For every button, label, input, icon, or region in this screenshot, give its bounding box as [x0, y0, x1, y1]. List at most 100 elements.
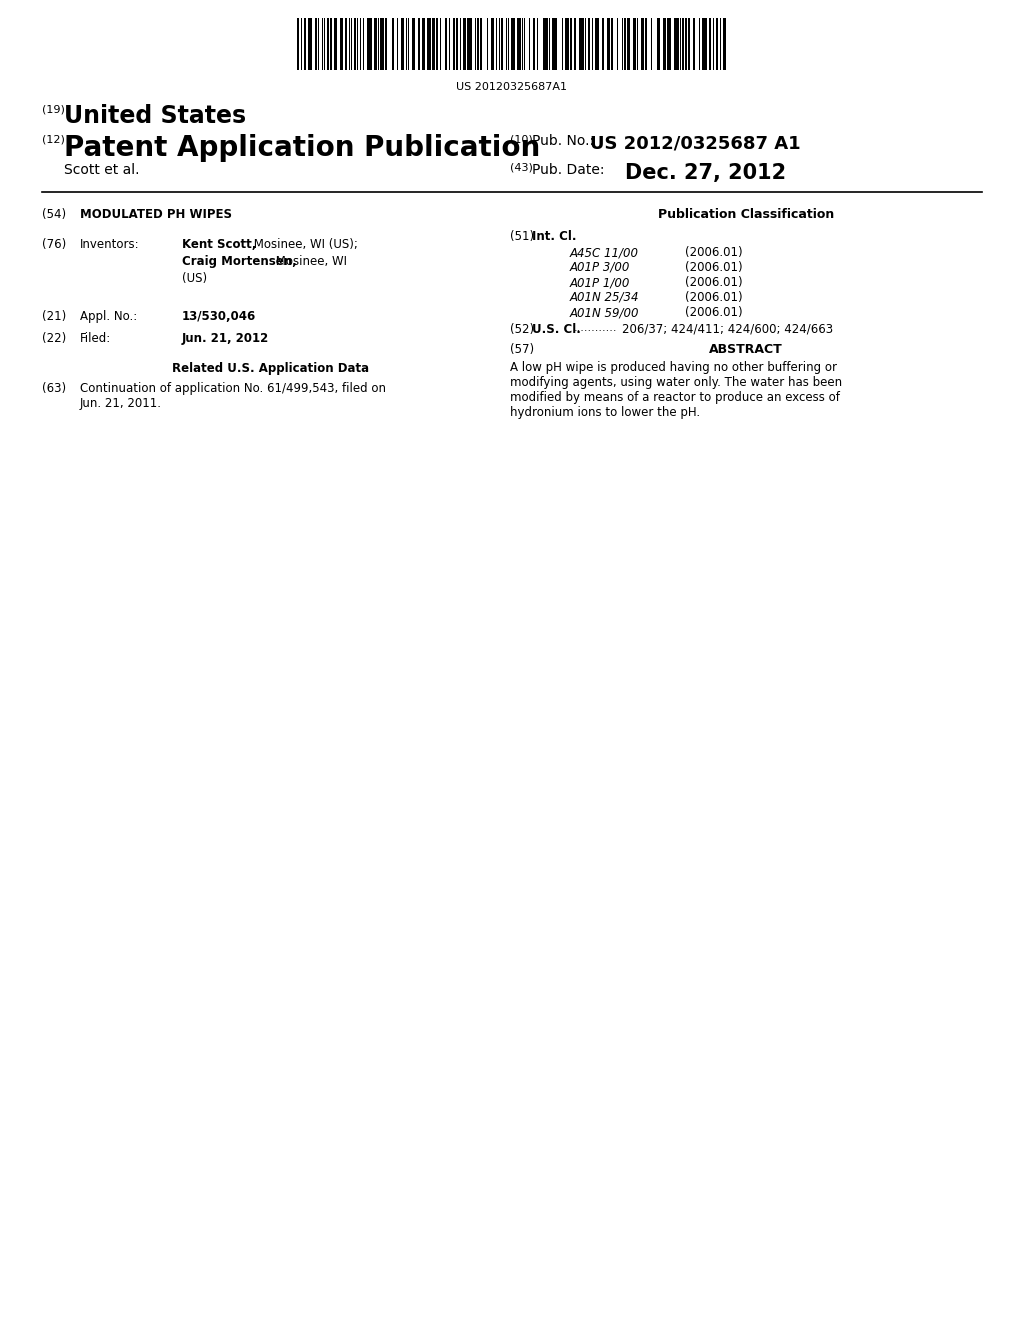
Text: A01P 3/00: A01P 3/00	[570, 261, 631, 275]
Bar	[565, 18, 568, 70]
Text: A45C 11/00: A45C 11/00	[570, 246, 639, 259]
Text: Filed:: Filed:	[80, 333, 112, 345]
Bar	[460, 18, 461, 70]
Text: Craig Mortensen,: Craig Mortensen,	[182, 255, 297, 268]
Bar	[300, 18, 302, 70]
Text: (2006.01): (2006.01)	[685, 276, 742, 289]
Bar	[475, 18, 476, 70]
Bar	[453, 18, 456, 70]
Bar	[396, 18, 397, 70]
Text: (63): (63)	[42, 381, 67, 395]
Bar	[680, 18, 681, 70]
Text: (21): (21)	[42, 310, 67, 323]
Bar	[645, 18, 647, 70]
Bar	[432, 18, 435, 70]
Bar	[651, 18, 652, 70]
Bar	[480, 18, 482, 70]
Bar	[508, 18, 509, 70]
Bar	[573, 18, 575, 70]
Text: Jun. 21, 2011.: Jun. 21, 2011.	[80, 397, 162, 411]
Text: (57): (57)	[510, 343, 535, 356]
Bar	[324, 18, 325, 70]
Bar	[682, 18, 684, 70]
Bar	[586, 18, 587, 70]
Text: U.S. Cl.: U.S. Cl.	[532, 323, 581, 337]
Text: Scott et al.: Scott et al.	[63, 162, 139, 177]
Bar	[422, 18, 425, 70]
Bar	[450, 18, 451, 70]
Bar	[444, 18, 446, 70]
Text: (2006.01): (2006.01)	[685, 306, 742, 319]
Bar	[611, 18, 613, 70]
Bar	[688, 18, 689, 70]
Bar	[497, 18, 498, 70]
Bar	[637, 18, 638, 70]
Bar	[628, 18, 630, 70]
Bar	[409, 18, 410, 70]
Bar	[351, 18, 352, 70]
Bar	[356, 18, 358, 70]
Bar	[717, 18, 718, 70]
Bar	[427, 18, 430, 70]
Text: (51): (51)	[510, 230, 535, 243]
Text: Inventors:: Inventors:	[80, 238, 139, 251]
Bar	[570, 18, 572, 70]
Text: Mosinee, WI (US);: Mosinee, WI (US);	[250, 238, 357, 251]
Text: MODULATED PH WIPES: MODULATED PH WIPES	[80, 209, 232, 220]
Text: Kent Scott,: Kent Scott,	[182, 238, 256, 251]
Bar	[477, 18, 478, 70]
Text: (12): (12)	[42, 135, 65, 144]
Bar	[702, 18, 708, 70]
Bar	[532, 18, 535, 70]
Text: Pub. No.:: Pub. No.:	[532, 135, 594, 148]
Bar	[380, 18, 384, 70]
Bar	[492, 18, 494, 70]
Bar	[517, 18, 521, 70]
Text: 206/37; 424/411; 424/600; 424/663: 206/37; 424/411; 424/600; 424/663	[622, 323, 834, 337]
Text: (2006.01): (2006.01)	[685, 290, 742, 304]
Bar	[602, 18, 604, 70]
Bar	[368, 18, 372, 70]
Bar	[633, 18, 636, 70]
Text: (22): (22)	[42, 333, 67, 345]
Bar	[549, 18, 550, 70]
Text: ............: ............	[574, 323, 617, 333]
Text: modifying agents, using water only. The water has been: modifying agents, using water only. The …	[510, 376, 842, 389]
Bar	[588, 18, 590, 70]
Bar	[506, 18, 507, 70]
Bar	[499, 18, 500, 70]
Text: A01P 1/00: A01P 1/00	[570, 276, 631, 289]
Text: (US): (US)	[182, 272, 207, 285]
Bar	[340, 18, 343, 70]
Bar	[385, 18, 387, 70]
Text: Patent Application Publication: Patent Application Publication	[63, 135, 541, 162]
Bar	[314, 18, 316, 70]
Bar	[529, 18, 530, 70]
Bar	[656, 18, 660, 70]
Text: Continuation of application No. 61/499,543, filed on: Continuation of application No. 61/499,5…	[80, 381, 386, 395]
Bar	[318, 18, 319, 70]
Bar	[522, 18, 523, 70]
Text: A low pH wipe is produced having no other buffering or: A low pH wipe is produced having no othe…	[510, 360, 837, 374]
Bar	[464, 18, 466, 70]
Bar	[304, 18, 306, 70]
Bar	[624, 18, 627, 70]
Bar	[724, 18, 726, 70]
Bar	[406, 18, 408, 70]
Text: ABSTRACT: ABSTRACT	[710, 343, 783, 356]
Bar	[335, 18, 337, 70]
Bar	[710, 18, 711, 70]
Bar	[345, 18, 347, 70]
Text: A01N 59/00: A01N 59/00	[570, 306, 640, 319]
Bar	[378, 18, 379, 70]
Bar	[641, 18, 644, 70]
Bar	[457, 18, 458, 70]
Text: Dec. 27, 2012: Dec. 27, 2012	[625, 162, 786, 183]
Bar	[392, 18, 394, 70]
Bar	[360, 18, 361, 70]
Bar	[663, 18, 666, 70]
Bar	[375, 18, 377, 70]
Text: (43): (43)	[510, 162, 532, 173]
Bar	[685, 18, 687, 70]
Text: Jun. 21, 2012: Jun. 21, 2012	[182, 333, 269, 345]
